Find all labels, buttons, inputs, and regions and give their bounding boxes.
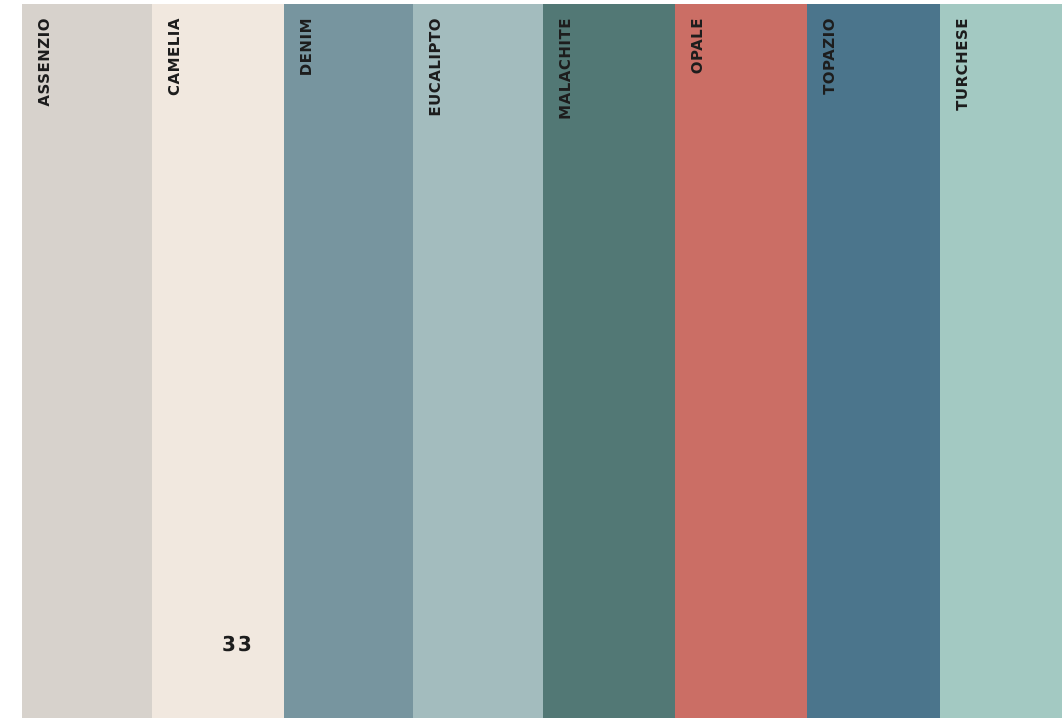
swatch-label-opale: OPALE [688, 18, 706, 75]
swatch-camelia: CAMELIA [152, 4, 284, 718]
swatch-topazio: TOPAZIO [807, 4, 940, 718]
swatch-label-camelia: CAMELIA [165, 18, 183, 97]
swatch-label-topazio: TOPAZIO [820, 18, 838, 95]
swatch-label-eucalipto: EUCALIPTO [426, 18, 444, 117]
swatch-label-assenzio: ASSENZIO [35, 18, 53, 107]
swatch-label-turchese: TURCHESE [953, 18, 971, 111]
swatch-label-malachite: MALACHITE [556, 18, 574, 120]
swatch-opale: OPALE [675, 4, 807, 718]
swatch-malachite: MALACHITE [543, 4, 675, 718]
swatch-assenzio: ASSENZIO [22, 4, 152, 718]
swatch-turchese: TURCHESE [940, 4, 1062, 718]
swatch-denim: DENIM [284, 4, 413, 718]
swatch-eucalipto: EUCALIPTO [413, 4, 543, 718]
swatch-label-denim: DENIM [297, 18, 315, 77]
swatch-strip: ASSENZIO CAMELIA DENIM EUCALIPTO MALACHI… [22, 4, 1062, 718]
page-number: 33 [222, 632, 254, 656]
